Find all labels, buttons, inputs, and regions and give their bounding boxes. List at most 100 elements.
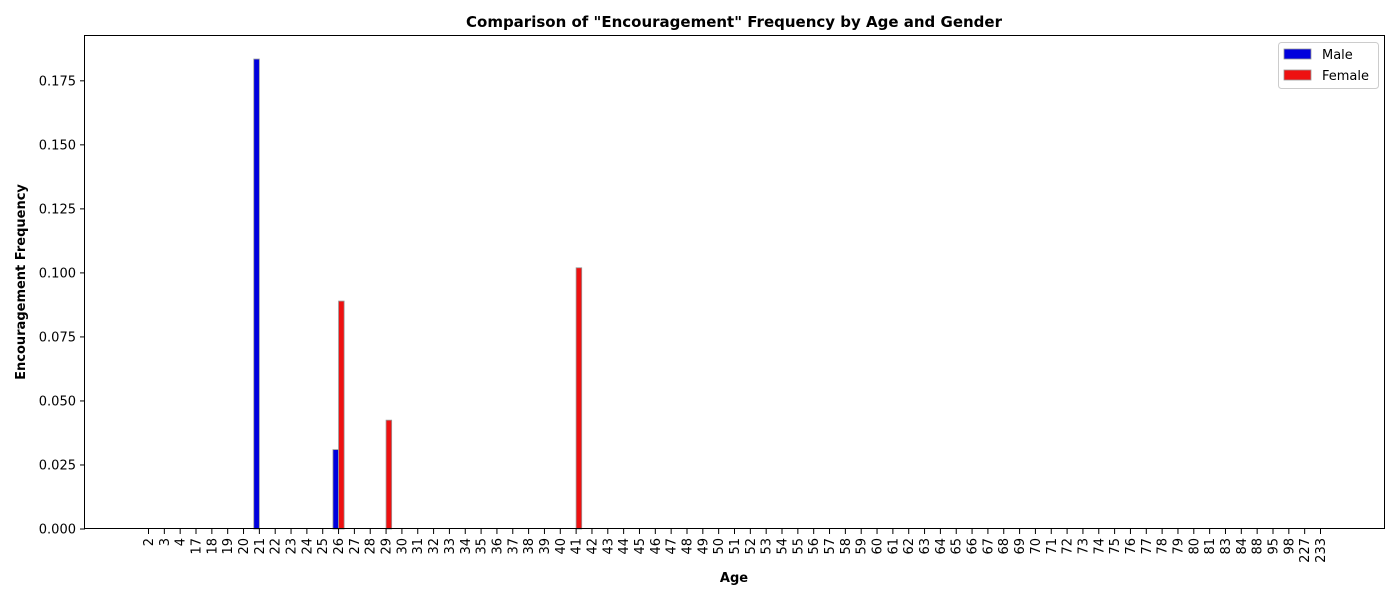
y-tick-label: 0.175 (39, 74, 76, 89)
x-tick-label: 74 (1092, 538, 1107, 555)
x-tick-label: 34 (459, 538, 474, 555)
x-tick-label: 81 (1203, 538, 1218, 555)
x-tick-label: 233 (1314, 538, 1329, 563)
x-tick-label: 66 (966, 538, 981, 555)
x-tick-label: 32 (427, 538, 442, 555)
bar-male-26 (332, 449, 339, 530)
y-tick-label: 0.050 (39, 394, 76, 409)
x-tick-label: 83 (1219, 538, 1234, 555)
x-tick-label: 36 (490, 538, 505, 555)
x-tick-label: 62 (902, 538, 917, 555)
x-tick-label: 44 (617, 538, 632, 555)
ticks-layer: 0.000 0.025 0.050 0.075 0.100 0.125 0.150 0.175… (39, 74, 1329, 563)
y-tick-label: 0.150 (39, 138, 76, 153)
x-tick-label: 37 (506, 538, 521, 555)
x-tick-label: 78 (1156, 538, 1171, 555)
x-tick-label: 22 (269, 538, 284, 555)
x-tick-label: 55 (791, 538, 806, 555)
x-tick-label: 30 (395, 538, 410, 555)
bar-female-29 (385, 419, 393, 530)
x-tick-label: 79 (1171, 538, 1186, 555)
x-tick-label: 48 (680, 538, 695, 555)
legend-swatch-female (1283, 69, 1312, 81)
x-tick-label: 64 (934, 538, 949, 555)
y-tick-label: 0.075 (39, 330, 76, 345)
x-tick-label: 19 (221, 538, 236, 555)
x-tick-label: 17 (190, 538, 205, 555)
x-tick-label: 65 (950, 538, 965, 555)
x-tick-label: 69 (1013, 538, 1028, 555)
x-tick-label: 54 (776, 538, 791, 555)
x-tick-label: 68 (997, 538, 1012, 555)
bar-female-41 (575, 267, 583, 530)
y-axis-label: Encouragement Frequency (14, 184, 29, 380)
x-tick-label: 67 (981, 538, 996, 555)
x-tick-label: 46 (649, 538, 664, 555)
x-tick-label: 47 (665, 538, 680, 555)
chart-title: Comparison of "Encouragement" Frequency … (466, 13, 1003, 31)
x-tick-label: 227 (1298, 538, 1313, 563)
x-tick-label: 84 (1235, 538, 1250, 555)
x-tick-label: 31 (411, 538, 426, 555)
x-tick-label: 49 (696, 538, 711, 555)
x-tick-label: 71 (1045, 538, 1060, 555)
x-tick-label: 57 (823, 538, 838, 555)
x-tick-label: 3 (158, 538, 173, 546)
x-tick-label: 58 (839, 538, 854, 555)
x-tick-label: 33 (443, 538, 458, 555)
x-tick-label: 70 (1029, 538, 1044, 555)
x-tick-label: 61 (886, 538, 901, 555)
x-tick-label: 53 (760, 538, 775, 555)
x-tick-label: 35 (475, 538, 490, 555)
x-tick-label: 42 (585, 538, 600, 555)
legend-label-female: Female (1322, 69, 1369, 84)
x-tick-label: 76 (1124, 538, 1139, 555)
x-tick-label: 51 (728, 538, 743, 555)
y-tick-label: 0.000 (39, 523, 76, 538)
bar-female-26 (338, 300, 345, 530)
x-tick-label: 75 (1108, 538, 1123, 555)
x-tick-label: 18 (205, 538, 220, 555)
x-tick-label: 29 (380, 538, 395, 555)
x-tick-label: 72 (1061, 538, 1076, 555)
x-tick-label: 41 (570, 538, 585, 555)
x-tick-label: 50 (712, 538, 727, 555)
y-tick-label: 0.125 (39, 202, 76, 217)
plot-frame (84, 35, 1385, 529)
legend-swatch-male (1283, 48, 1312, 60)
y-tick-label: 0.025 (39, 458, 76, 473)
x-tick-label: 63 (918, 538, 933, 555)
x-tick-label: 77 (1140, 538, 1155, 555)
x-tick-label: 4 (174, 538, 189, 546)
x-tick-label: 23 (285, 538, 300, 555)
x-tick-label: 56 (807, 538, 822, 555)
x-tick-label: 60 (871, 538, 886, 555)
x-tick-label: 20 (237, 538, 252, 555)
x-tick-label: 25 (316, 538, 331, 555)
x-axis-label: Age (720, 571, 748, 586)
x-tick-label: 59 (855, 538, 870, 555)
x-tick-label: 27 (348, 538, 363, 555)
x-tick-label: 43 (601, 538, 616, 555)
x-tick-label: 80 (1187, 538, 1202, 555)
legend-label-male: Male (1322, 48, 1353, 63)
bars-layer (253, 58, 583, 530)
x-tick-label: 73 (1076, 538, 1091, 555)
x-tick-label: 98 (1282, 538, 1297, 555)
x-tick-label: 88 (1251, 538, 1266, 555)
x-tick-label: 95 (1266, 538, 1281, 555)
x-tick-label: 40 (554, 538, 569, 555)
x-tick-label: 38 (522, 538, 537, 555)
x-tick-label: 2 (142, 538, 157, 546)
x-tick-label: 21 (253, 538, 268, 555)
x-tick-label: 26 (332, 538, 347, 555)
x-tick-label: 24 (300, 538, 315, 555)
y-tick-label: 0.100 (39, 266, 76, 281)
x-tick-label: 28 (364, 538, 379, 555)
bar-male-21 (253, 58, 260, 530)
legend: Male Female (1278, 42, 1379, 89)
x-tick-label: 52 (744, 538, 759, 555)
x-tick-label: 45 (633, 538, 648, 555)
